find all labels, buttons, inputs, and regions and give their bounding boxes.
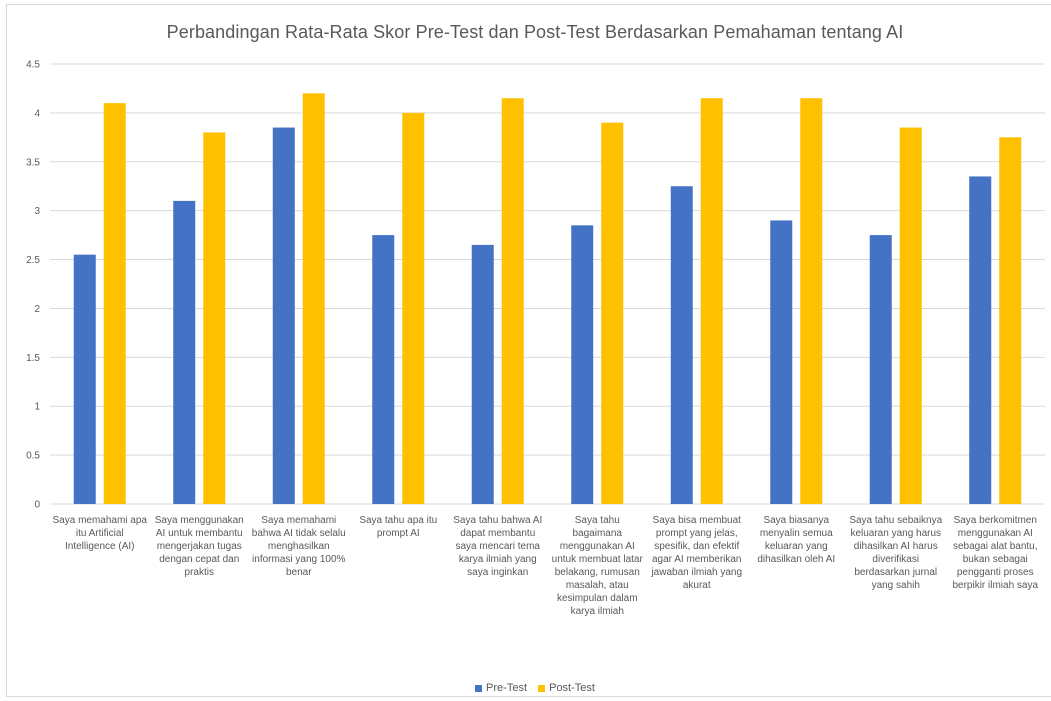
x-category-label: Saya tahu apa itu prompt AI bbox=[359, 515, 438, 539]
x-category-label: Saya tahu bahwa AI dapat membantu saya m… bbox=[453, 515, 543, 578]
y-tick-label: 3.5 bbox=[26, 157, 40, 168]
y-tick-label: 2 bbox=[34, 304, 40, 315]
bar-post-test-3 bbox=[302, 93, 325, 504]
x-category-label: Saya biasanya menyalin semua keluaran ya… bbox=[757, 515, 836, 565]
bar-post-test-6 bbox=[601, 122, 624, 505]
bar-pre-test-8 bbox=[770, 220, 793, 504]
gridlines bbox=[50, 63, 1045, 505]
bar-post-test-2 bbox=[203, 132, 226, 504]
y-tick-label: 4 bbox=[34, 108, 40, 119]
x-category-label: Saya bisa membuat prompt yang jelas, spe… bbox=[651, 515, 743, 591]
x-category-label: Saya berkomitmen menggunakan AI sebagai … bbox=[952, 515, 1039, 591]
legend-item-post-test: Post-Test bbox=[538, 682, 595, 694]
legend-swatch-post-test bbox=[538, 684, 546, 692]
y-tick-label: 3 bbox=[34, 206, 40, 217]
bar-post-test-4 bbox=[402, 112, 425, 504]
bar-pre-test-7 bbox=[670, 186, 693, 504]
bar-pre-test-9 bbox=[869, 235, 892, 504]
bar-pre-test-10 bbox=[969, 176, 992, 504]
legend-item-pre-test: Pre-Test bbox=[475, 682, 527, 694]
bar-post-test-9 bbox=[899, 127, 922, 505]
x-category-label: Saya tahu sebaiknya keluaran yang harus … bbox=[849, 515, 943, 591]
bars bbox=[73, 93, 1022, 505]
bar-post-test-1 bbox=[103, 103, 126, 504]
y-tick-label: 1 bbox=[34, 402, 40, 413]
bar-pre-test-4 bbox=[372, 235, 395, 504]
bar-pre-test-3 bbox=[272, 127, 295, 505]
x-category-label: Saya tahu bagaimana menggunakan AI untuk… bbox=[551, 515, 643, 617]
x-category-label: Saya menggunakan AI untuk membantu menge… bbox=[154, 515, 244, 578]
bar-pre-test-2 bbox=[173, 200, 196, 504]
bar-post-test-10 bbox=[999, 137, 1022, 505]
bar-pre-test-1 bbox=[73, 254, 96, 504]
y-tick-label: 0 bbox=[34, 500, 40, 511]
y-tick-label: 4.5 bbox=[26, 60, 40, 71]
bar-post-test-5 bbox=[501, 98, 524, 504]
chart-title: Perbandingan Rata-Rata Skor Pre-Test dan… bbox=[166, 22, 904, 42]
legend-label-pre-test: Pre-Test bbox=[486, 682, 528, 694]
y-tick-label: 2.5 bbox=[26, 255, 40, 266]
legend-label-post-test: Post-Test bbox=[549, 682, 595, 694]
y-axis-tick-labels: 0 0.5 1 1.5 2 2.5 3 3.5 4 4.5 bbox=[26, 60, 40, 511]
x-category-label: Saya memahami apa itu Artificial Intelli… bbox=[52, 515, 148, 552]
bar-post-test-7 bbox=[700, 98, 723, 504]
x-category-label: Saya memahami bahwa AI tidak selalu meng… bbox=[251, 515, 346, 578]
y-tick-label: 1.5 bbox=[26, 353, 40, 364]
legend-swatch-pre-test bbox=[475, 684, 483, 692]
y-tick-label: 0.5 bbox=[26, 451, 40, 462]
legend: Pre-Test Post-Test bbox=[0, 682, 1051, 695]
bar-pre-test-5 bbox=[471, 244, 494, 504]
bar-pre-test-6 bbox=[571, 225, 594, 505]
bar-post-test-8 bbox=[800, 98, 823, 504]
